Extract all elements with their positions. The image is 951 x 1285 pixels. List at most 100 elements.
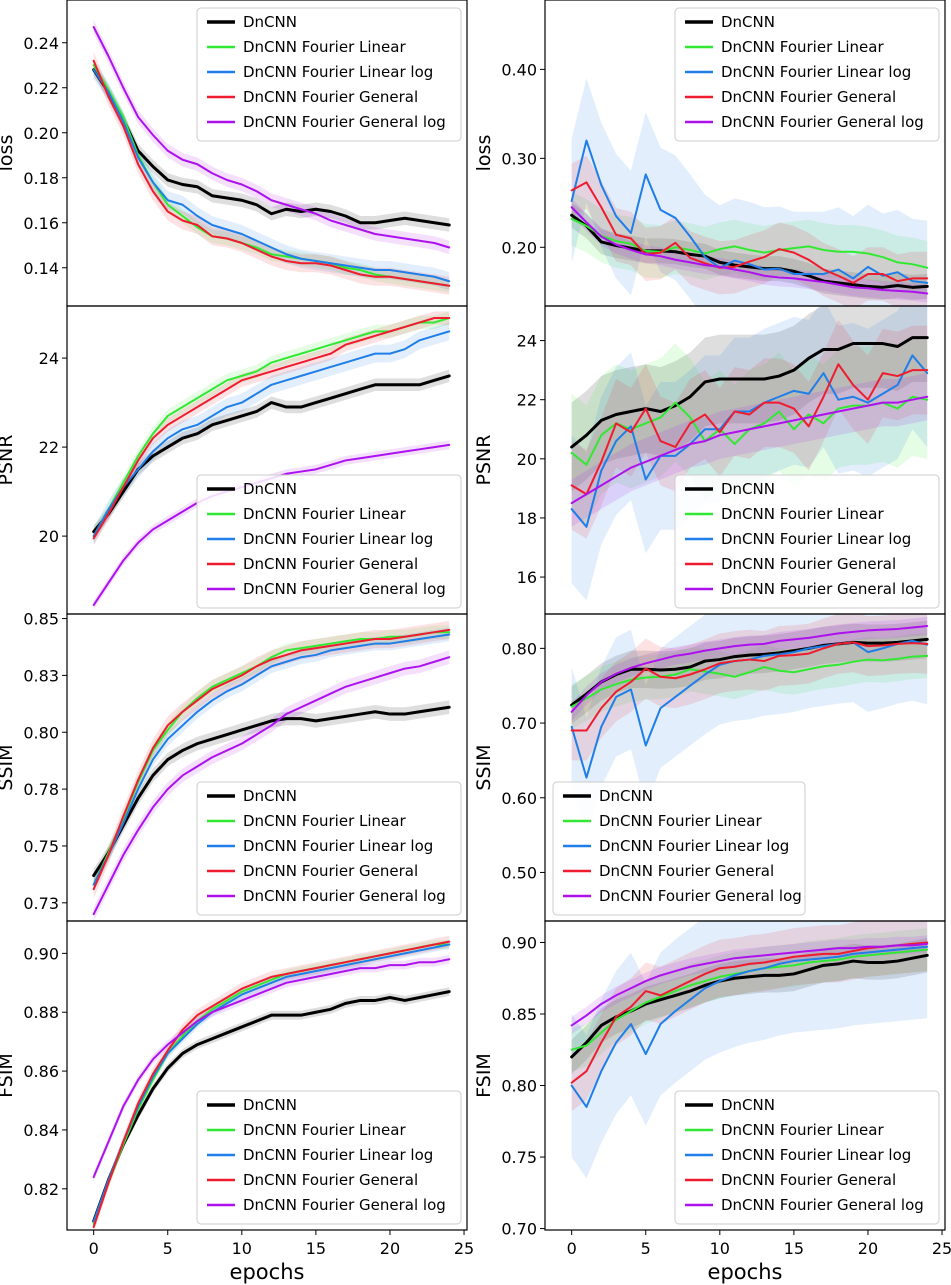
x-tick-label: 5 <box>163 1239 173 1258</box>
x-axis-label-right: epochs <box>708 1260 783 1284</box>
chart-panel-1: 0.14 0.16 0.18 0.20 0.22 0.24 loss DnCNN DnCNN F… <box>0 0 468 307</box>
plot-area <box>570 78 929 306</box>
legend: DnCNN DnCNN Fourier Linear DnCNN Fourier L… <box>552 781 806 916</box>
legend-label-5: DnCNN Fourier General log <box>721 113 924 131</box>
x-tick-label: 10 <box>710 1239 730 1258</box>
y-tick-label: 18 <box>517 509 537 528</box>
line-series-5 <box>570 206 929 295</box>
line-series-4 <box>92 940 451 1229</box>
legend-box <box>196 1090 462 1225</box>
band-series-1 <box>93 700 450 883</box>
legend-label-2: DnCNN Fourier Linear <box>243 1121 406 1139</box>
line-series-3 <box>92 943 451 1223</box>
legend-label-2: DnCNN Fourier Linear <box>721 505 884 523</box>
legend-label-3: DnCNN Fourier Linear log <box>599 837 789 855</box>
y-tick-label: 20 <box>517 450 537 469</box>
legend: DnCNN DnCNN Fourier Linear DnCNN Fourier L… <box>196 474 462 609</box>
line-series-3 <box>570 139 929 284</box>
legend-label-4: DnCNN Fourier General <box>599 862 774 880</box>
line-series-2 <box>570 654 929 708</box>
legend-box <box>552 781 806 916</box>
legend-label-5: DnCNN Fourier General log <box>243 887 446 905</box>
legend-box <box>674 1090 940 1225</box>
line-series-3 <box>570 354 929 528</box>
legend-label-4: DnCNN Fourier General <box>243 862 418 880</box>
band-series-3 <box>93 60 450 291</box>
y-tick-label: 0.70 <box>501 714 537 733</box>
legend-label-5: DnCNN Fourier General log <box>721 1196 924 1214</box>
y-axis-label: PSNR <box>0 435 17 486</box>
band-series-4 <box>571 921 928 1112</box>
x-tick-label: 0 <box>89 1239 99 1258</box>
legend-label-3: DnCNN Fourier Linear log <box>721 530 911 548</box>
legend-label-1: DnCNN <box>243 480 297 498</box>
x-tick-label: 25 <box>932 1239 951 1258</box>
y-tick-label: 22 <box>39 438 59 457</box>
legend-box <box>196 781 462 916</box>
line-series-4 <box>92 628 451 891</box>
line-series-5 <box>92 656 451 916</box>
line-series-1 <box>570 637 929 707</box>
legend-label-5: DnCNN Fourier General log <box>599 887 802 905</box>
y-axis-label: loss <box>473 135 495 172</box>
line-series-1 <box>570 336 929 449</box>
line-series-5 <box>92 958 451 1179</box>
legend-label-1: DnCNN <box>243 13 297 31</box>
y-tick-label: 20 <box>39 527 59 546</box>
x-tick-label: 20 <box>380 1239 400 1258</box>
band-series-5 <box>93 440 450 610</box>
line-series-1 <box>92 68 451 227</box>
line-series-1 <box>92 374 451 534</box>
x-tick-label: 20 <box>858 1239 878 1258</box>
band-series-3 <box>571 78 928 306</box>
band-series-4 <box>571 155 928 306</box>
line-series-2 <box>570 217 929 269</box>
legend-label-4: DnCNN Fourier General <box>721 1171 896 1189</box>
band-series-2 <box>571 633 928 730</box>
legend: DnCNN DnCNN Fourier Linear DnCNN Fourier L… <box>196 7 462 142</box>
legend-label-1: DnCNN <box>243 1096 297 1114</box>
plot-area <box>570 614 929 838</box>
line-series-4 <box>570 941 929 1084</box>
chart-panel-5: 0.73 0.75 0.78 0.80 0.83 0.85 SSIM DnCNN DnCNN F… <box>0 610 468 922</box>
legend: DnCNN DnCNN Fourier Linear DnCNN Fourier L… <box>674 7 940 142</box>
legend-label-1: DnCNN <box>721 13 775 31</box>
band-series-3 <box>571 921 928 1179</box>
legend-label-2: DnCNN Fourier Linear <box>243 38 406 56</box>
legend-label-3: DnCNN Fourier Linear log <box>243 63 433 81</box>
y-tick-label: 0.80 <box>501 639 537 658</box>
line-series-4 <box>570 181 929 284</box>
x-tick-label: 15 <box>784 1239 804 1258</box>
legend-label-3: DnCNN Fourier Linear log <box>243 1146 433 1164</box>
legend-label-2: DnCNN Fourier Linear <box>599 812 762 830</box>
line-series-1 <box>92 705 451 878</box>
y-tick-label: 0.80 <box>23 723 59 742</box>
plot-area <box>92 620 451 921</box>
legend: DnCNN DnCNN Fourier Linear DnCNN Fourier L… <box>196 781 462 916</box>
y-tick-label: 0.24 <box>23 34 59 53</box>
plot-area <box>570 921 929 1179</box>
y-tick-label: 0.50 <box>501 863 537 882</box>
line-series-4 <box>570 641 929 732</box>
line-series-4 <box>92 317 451 540</box>
y-tick-label: 24 <box>39 349 59 368</box>
legend-label-3: DnCNN Fourier Linear log <box>243 837 433 855</box>
legend-box <box>196 7 462 142</box>
legend-label-4: DnCNN Fourier General <box>243 88 418 106</box>
legend-label-3: DnCNN Fourier Linear log <box>721 63 911 81</box>
chart-panel-6: 0.50 0.60 0.70 0.80 SSIM DnCNN DnCNN Fourier L… <box>473 613 946 922</box>
line-series-3 <box>570 945 929 1108</box>
legend-box <box>196 474 462 609</box>
plot-area <box>570 306 929 601</box>
y-tick-label: 16 <box>517 568 537 587</box>
band-series-1 <box>571 938 928 1075</box>
legend-label-1: DnCNN <box>243 787 297 805</box>
y-axis-label: loss <box>0 135 17 172</box>
y-axis-label: PSNR <box>473 435 495 486</box>
y-tick-label: 0.80 <box>501 1077 537 1096</box>
legend-label-5: DnCNN Fourier General log <box>243 1196 446 1214</box>
y-tick-label: 0.60 <box>501 789 537 808</box>
y-tick-label: 0.75 <box>501 1148 537 1167</box>
